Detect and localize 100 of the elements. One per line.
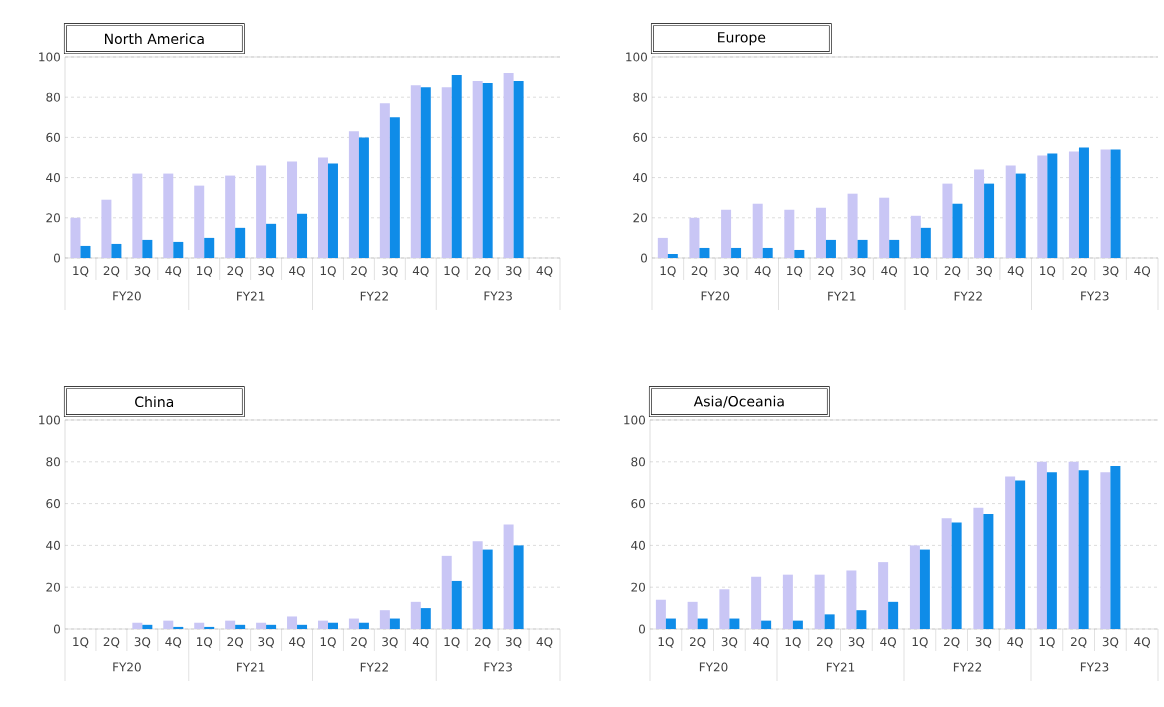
bar: [878, 562, 889, 629]
bar: [1005, 476, 1016, 629]
bar: [687, 601, 698, 629]
bar: [689, 217, 700, 258]
bar: [513, 545, 524, 629]
x-tick-label: 3Q: [382, 637, 398, 648]
bar: [256, 165, 267, 258]
bar: [784, 209, 795, 258]
y-tick-label: 100: [626, 52, 648, 62]
bar: [751, 576, 762, 629]
x-tick-label: 1Q: [660, 266, 676, 277]
bar: [920, 227, 931, 258]
bar: [451, 75, 462, 258]
text: FY21: [237, 291, 265, 301]
bar: [70, 217, 81, 258]
bar: [889, 239, 900, 258]
text: FY21: [237, 662, 265, 672]
bar: [665, 618, 676, 629]
bar: [655, 599, 666, 629]
y-tick-label: 40: [631, 540, 646, 550]
bar: [410, 601, 421, 629]
x-tick-label: 2Q: [691, 266, 708, 277]
bar: [163, 620, 174, 629]
x-tick-label: 2Q: [103, 637, 120, 648]
bar: [482, 83, 493, 258]
y-tick-label: 40: [46, 540, 60, 550]
bar: [358, 622, 369, 629]
bar: [194, 185, 205, 258]
bar: [472, 81, 483, 258]
bar: [287, 161, 298, 258]
x-tick-label: 2Q: [816, 637, 833, 648]
y-tick-label: 60: [631, 499, 646, 509]
x-tick-label: 1Q: [444, 637, 460, 648]
bar: [814, 574, 825, 629]
y-tick-label: 80: [633, 92, 648, 102]
bar: [194, 622, 205, 629]
bar: [1068, 151, 1079, 258]
x-tick-label: 2Q: [103, 266, 120, 277]
x-tick-label: 2Q: [227, 266, 244, 277]
bar: [132, 173, 143, 258]
bar: [256, 622, 267, 629]
x-tick-label: 1Q: [912, 637, 928, 648]
x-tick-label: 2Q: [227, 637, 244, 648]
bar: [163, 173, 174, 258]
bar: [910, 215, 921, 258]
bar: [317, 620, 328, 629]
y-tick-label: 40: [633, 173, 648, 183]
bar: [204, 237, 215, 258]
x-tick-label: 3Q: [505, 637, 522, 648]
bar: [846, 570, 857, 629]
y-tick-label: 80: [46, 457, 60, 467]
bar: [225, 620, 236, 629]
x-tick-label: 1Q: [1039, 637, 1055, 648]
x-tick-label: 3Q: [1102, 266, 1119, 277]
bar: [327, 622, 338, 629]
y-tick-label: 100: [39, 52, 60, 62]
bar: [731, 247, 742, 258]
bar: [697, 618, 708, 629]
y-tick-label: 20: [46, 582, 60, 592]
text: FY20: [701, 291, 730, 301]
y-tick-label: 80: [46, 92, 60, 102]
y-tick-label: 20: [46, 213, 60, 223]
bar: [1015, 173, 1026, 258]
text: FY22: [360, 291, 388, 301]
bar: [1110, 149, 1121, 258]
x-tick-label: 4Q: [1007, 266, 1024, 277]
bar: [441, 555, 452, 629]
x-tick-label: 3Q: [721, 637, 738, 648]
bar: [111, 243, 122, 258]
x-tick-label: 4Q: [412, 637, 429, 648]
x-tick-label: 4Q: [536, 266, 553, 277]
x-tick-label: 2Q: [1071, 266, 1087, 277]
bar: [101, 199, 112, 258]
bar: [348, 618, 359, 629]
bar: [888, 601, 899, 629]
x-tick-label: 4Q: [1134, 637, 1150, 648]
bar: [719, 589, 730, 629]
bar: [503, 524, 514, 629]
x-tick-label: 4Q: [289, 637, 305, 648]
bar: [1046, 472, 1057, 629]
bar: [1078, 147, 1089, 258]
text: FY21: [828, 291, 856, 301]
bar: [1015, 480, 1026, 629]
bar: [389, 618, 400, 629]
bar: [235, 227, 246, 258]
bar: [379, 610, 390, 629]
x-tick-label: 3Q: [848, 637, 865, 648]
bar: [173, 626, 184, 629]
bar: [482, 549, 493, 629]
x-tick-label: 2Q: [475, 266, 491, 277]
bar: [317, 157, 328, 258]
x-tick-label: 3Q: [723, 266, 739, 277]
bar: [951, 522, 962, 629]
x-tick-label: 4Q: [754, 266, 771, 277]
bar: [752, 203, 763, 258]
bar: [297, 624, 308, 629]
text: FY21: [826, 662, 855, 672]
text: FY20: [113, 291, 141, 301]
x-tick-label: 1Q: [785, 637, 801, 648]
bar: [984, 183, 995, 258]
